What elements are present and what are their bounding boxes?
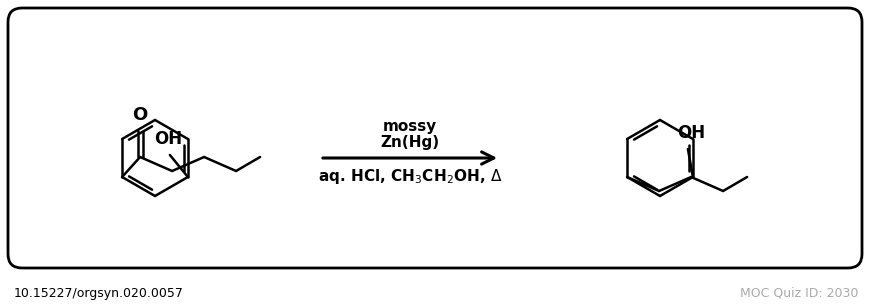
- Text: OH: OH: [153, 130, 182, 148]
- Text: mossy: mossy: [383, 119, 437, 133]
- Text: MOC Quiz ID: 2030: MOC Quiz ID: 2030: [739, 286, 858, 299]
- Text: O: O: [133, 106, 147, 124]
- Text: aq. HCl, CH$_3$CH$_2$OH, $\Delta$: aq. HCl, CH$_3$CH$_2$OH, $\Delta$: [317, 167, 502, 185]
- Text: 10.15227/orgsyn.020.0057: 10.15227/orgsyn.020.0057: [14, 286, 184, 299]
- Text: Zn(Hg): Zn(Hg): [380, 134, 439, 150]
- Text: OH: OH: [677, 124, 705, 142]
